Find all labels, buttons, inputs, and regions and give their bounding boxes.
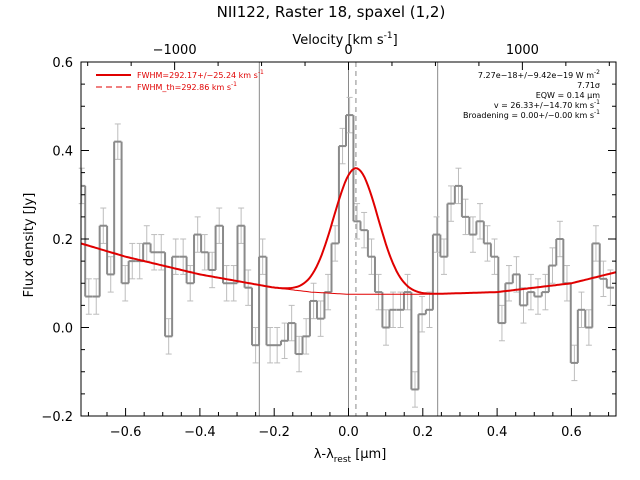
x-tick-label: 0.0 (338, 425, 359, 440)
legend: FWHM=292.17+/−25.24 km s-1FWHM_th=292.86… (96, 69, 264, 92)
fit-curves (80, 167, 617, 295)
y-tick-label: 0.4 (52, 145, 73, 160)
legend-label: FWHM_th=292.86 km s-1 (137, 81, 237, 92)
y-tick-label: 0.6 (52, 56, 73, 71)
top-tick-label: −1000 (153, 43, 197, 58)
x-tick-label: −0.6 (110, 425, 142, 440)
fit-info-line: 7.71σ (577, 81, 600, 90)
x-axis-label: λ-λrest [μm] (314, 447, 387, 465)
fit-info-line: 7.27e−18+/−9.42e−19 W m-2 (478, 69, 600, 80)
chart-title: NII122, Raster 18, spaxel (1,2) (217, 3, 446, 21)
y-tick-label: 0.2 (52, 233, 73, 248)
top-axis-label: Velocity [km s-1] (292, 31, 397, 48)
x-axis-tick-labels: −0.6 −0.4 −0.2 0.0 0.2 0.4 0.6 (110, 425, 582, 440)
fit-info-line: v = 26.33+/−14.70 km s-1 (494, 99, 600, 110)
gaussian-fit-line (80, 167, 617, 295)
x-tick-label: 0.2 (412, 425, 433, 440)
y-tick-label: 0.0 (52, 322, 73, 337)
x-tick-label: −0.4 (184, 425, 216, 440)
fit-info-line: Broadening = 0.00+/−0.00 km s-1 (463, 109, 600, 120)
x-tick-label: 0.6 (561, 425, 582, 440)
top-tick-label: 0 (344, 43, 352, 58)
top-tick-label: 1000 (506, 43, 539, 58)
y-axis-label: Flux density [Jy] (22, 193, 37, 298)
x-tick-label: −0.2 (258, 425, 290, 440)
y-axis-tick-labels: −0.2 0.0 0.2 0.4 0.6 (41, 56, 73, 425)
plot-frame (80, 61, 617, 417)
fit-info-line: EQW = 0.14 μm (536, 91, 600, 100)
top-axis-tick-labels: −1000 0 1000 (153, 43, 539, 58)
legend-label: FWHM=292.17+/−25.24 km s-1 (137, 69, 264, 80)
y-tick-label: −0.2 (41, 410, 73, 425)
data-series (81, 114, 615, 391)
x-tick-label: 0.4 (487, 425, 508, 440)
reference-lines (258, 62, 439, 416)
